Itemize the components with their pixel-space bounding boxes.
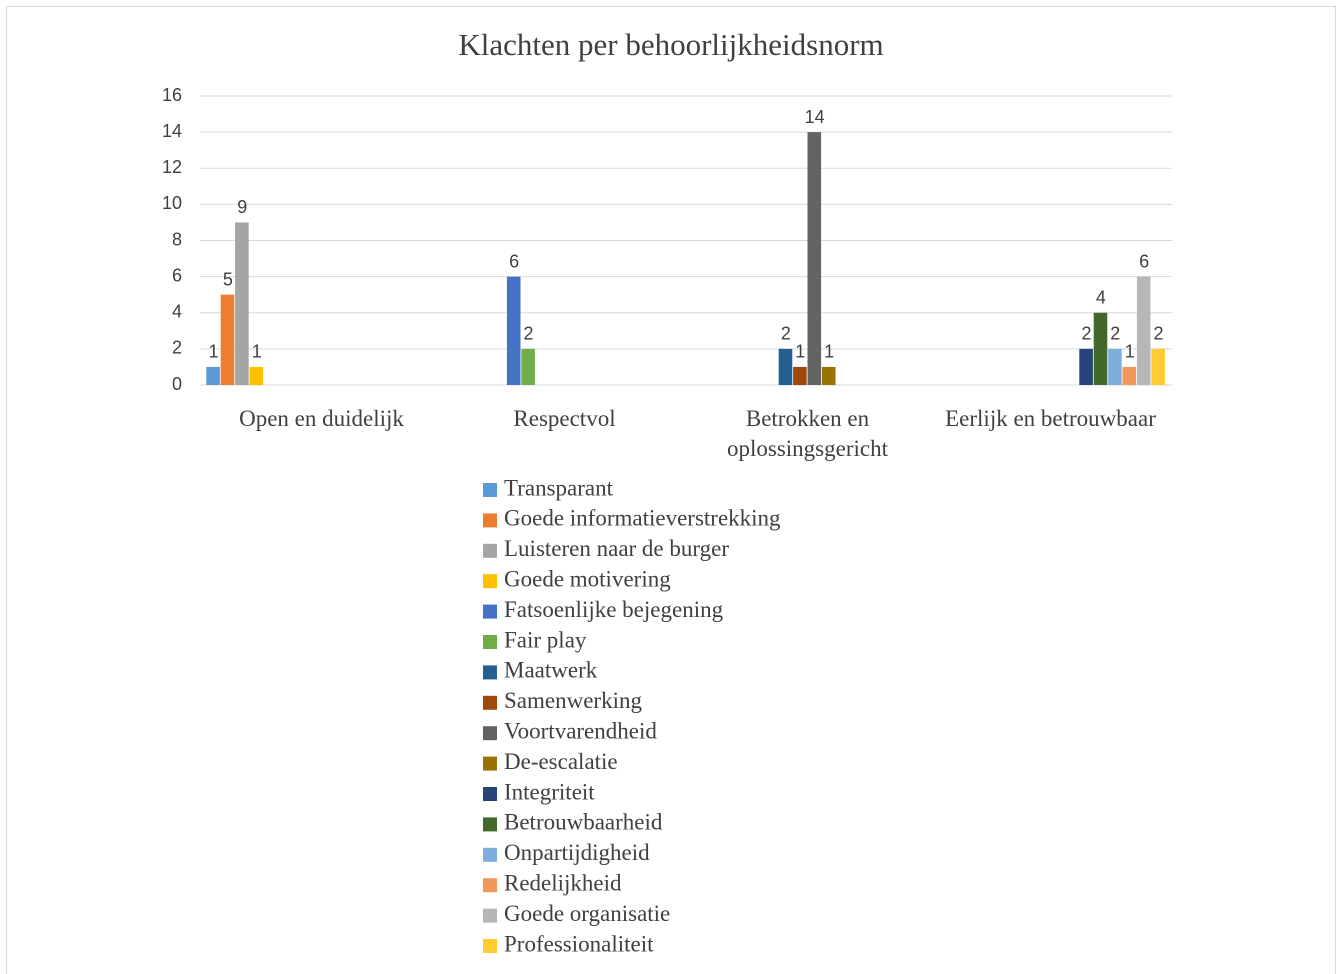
- legend-label: Voortvarendheid: [504, 718, 657, 743]
- bar: [807, 132, 822, 385]
- data-label: 2: [781, 324, 791, 344]
- data-label: 2: [523, 324, 533, 344]
- bar: [220, 294, 235, 385]
- y-tick-label: 2: [172, 338, 182, 358]
- data-label: 2: [1110, 324, 1120, 344]
- legend-swatch: [483, 543, 497, 558]
- bar: [235, 222, 249, 385]
- legend-swatch: [483, 726, 497, 741]
- legend-swatch: [483, 939, 497, 953]
- legend-label: Goede informatieverstrekking: [504, 506, 781, 531]
- data-label: 1: [824, 342, 834, 362]
- legend-swatch: [483, 847, 497, 862]
- data-label: 6: [509, 251, 519, 271]
- data-label: 2: [1153, 324, 1163, 344]
- data-label: 6: [1139, 251, 1149, 271]
- y-tick-label: 0: [172, 374, 182, 394]
- legend-swatch: [483, 483, 497, 497]
- y-tick-label: 10: [162, 193, 182, 213]
- legend-swatch: [483, 635, 497, 649]
- data-label: 2: [1081, 324, 1091, 344]
- chart-title: Klachten per behoorlijkheidsnorm: [458, 27, 883, 62]
- legend-label: Maatwerk: [504, 658, 598, 683]
- legend-swatch: [483, 787, 497, 801]
- bar: [1108, 348, 1122, 385]
- x-tick-label: Eerlijk en betrouwbaar: [945, 406, 1156, 431]
- x-tick-label: Respectvol: [513, 406, 616, 431]
- bar: [1136, 276, 1151, 385]
- bar: [1151, 348, 1165, 385]
- bar: [1079, 348, 1093, 385]
- legend-label: Transparant: [504, 475, 614, 500]
- data-label: 9: [237, 197, 247, 217]
- data-label: 1: [208, 342, 218, 362]
- legend-swatch: [483, 756, 497, 771]
- legend-label: Goede motivering: [504, 566, 671, 591]
- y-tick-label: 4: [172, 302, 182, 322]
- legend-label: Luisteren naar de burger: [504, 536, 729, 561]
- legend-swatch: [483, 817, 497, 832]
- data-label: 14: [805, 107, 825, 127]
- bar: [778, 348, 793, 385]
- x-tick-label: Open en duidelijk: [239, 406, 404, 431]
- legend-swatch: [483, 695, 497, 710]
- legend-label: Fair play: [504, 627, 587, 652]
- data-label: 1: [795, 342, 805, 362]
- x-tick-label: Betrokken en oplossingsgericht: [727, 406, 888, 461]
- legend-swatch: [483, 513, 497, 528]
- y-tick-label: 6: [172, 265, 182, 285]
- legend-label: Samenwerking: [504, 688, 642, 713]
- bar: [793, 366, 807, 385]
- y-tick-label: 8: [172, 229, 182, 249]
- chart-border: [6, 6, 1336, 974]
- legend-label: De-escalatie: [504, 749, 618, 774]
- legend-label: Integriteit: [504, 779, 595, 804]
- y-tick-label: 16: [162, 85, 182, 105]
- legend-label: Fatsoenlijke bejegening: [504, 597, 724, 622]
- bar: [521, 348, 535, 385]
- legend-label: Betrouwbaarheid: [504, 810, 663, 835]
- legend-label: Onpartijdigheid: [504, 840, 650, 865]
- legend-label: Goede organisatie: [504, 901, 670, 926]
- data-label: 1: [1125, 342, 1135, 362]
- legend-swatch: [483, 908, 497, 923]
- legend-label: Professionaliteit: [504, 931, 654, 956]
- data-label: 5: [223, 269, 233, 289]
- y-tick-label: 14: [162, 121, 182, 141]
- y-tick-label: 12: [162, 157, 182, 177]
- bar: [1093, 312, 1108, 385]
- legend-label: Redelijkheid: [504, 870, 622, 895]
- bar: [249, 366, 264, 385]
- data-label: 4: [1096, 288, 1106, 308]
- legend-swatch: [483, 878, 497, 893]
- legend-swatch: [483, 604, 497, 619]
- legend-swatch: [483, 574, 497, 589]
- bar: [1122, 366, 1137, 385]
- bar: [506, 276, 521, 385]
- bar: [821, 366, 836, 385]
- bar: [206, 366, 220, 385]
- data-label: 1: [252, 342, 262, 362]
- legend-swatch: [483, 665, 497, 680]
